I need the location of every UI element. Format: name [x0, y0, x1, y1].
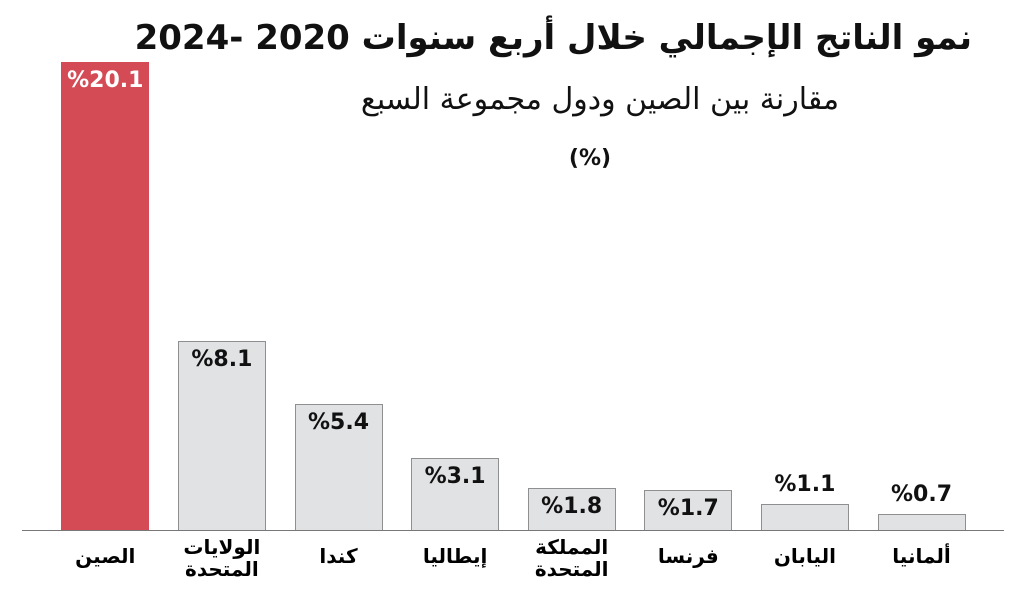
value-label: %1.8 [541, 494, 603, 520]
value-label: %0.7 [890, 481, 952, 507]
value-label: %20.1 [67, 68, 144, 93]
x-tick-label: اليابان [773, 544, 836, 568]
bar [411, 457, 500, 530]
bar [294, 404, 383, 530]
chart-title: نمو الناتج الإجمالي خلال أربع سنوات 2020… [134, 18, 973, 58]
bar [644, 490, 733, 530]
value-label: %5.4 [307, 410, 369, 436]
x-tick-label: إيطاليا [422, 544, 488, 568]
bar [177, 341, 266, 530]
bar [61, 62, 150, 530]
baseline [22, 530, 1004, 531]
bar [527, 488, 616, 530]
x-tick-label: كندا [319, 544, 358, 568]
x-tick-label: المملكة المتحدة [534, 535, 609, 581]
x-tick-label: الولايات المتحدة [183, 535, 261, 581]
unit-label: (%) [568, 146, 612, 171]
value-label: %3.1 [424, 463, 486, 489]
value-label: %1.1 [774, 472, 836, 498]
bar [877, 513, 966, 530]
chart-subtitle: مقارنة بين الصين ودول مجموعة السبع [360, 82, 840, 117]
x-tick-label: الصين [75, 544, 136, 568]
value-label: %8.1 [191, 347, 253, 373]
x-tick-label: ألمانيا [892, 544, 951, 568]
value-label: %1.7 [657, 496, 719, 522]
x-tick-label: فرنسا [657, 544, 719, 568]
bar [760, 504, 849, 530]
